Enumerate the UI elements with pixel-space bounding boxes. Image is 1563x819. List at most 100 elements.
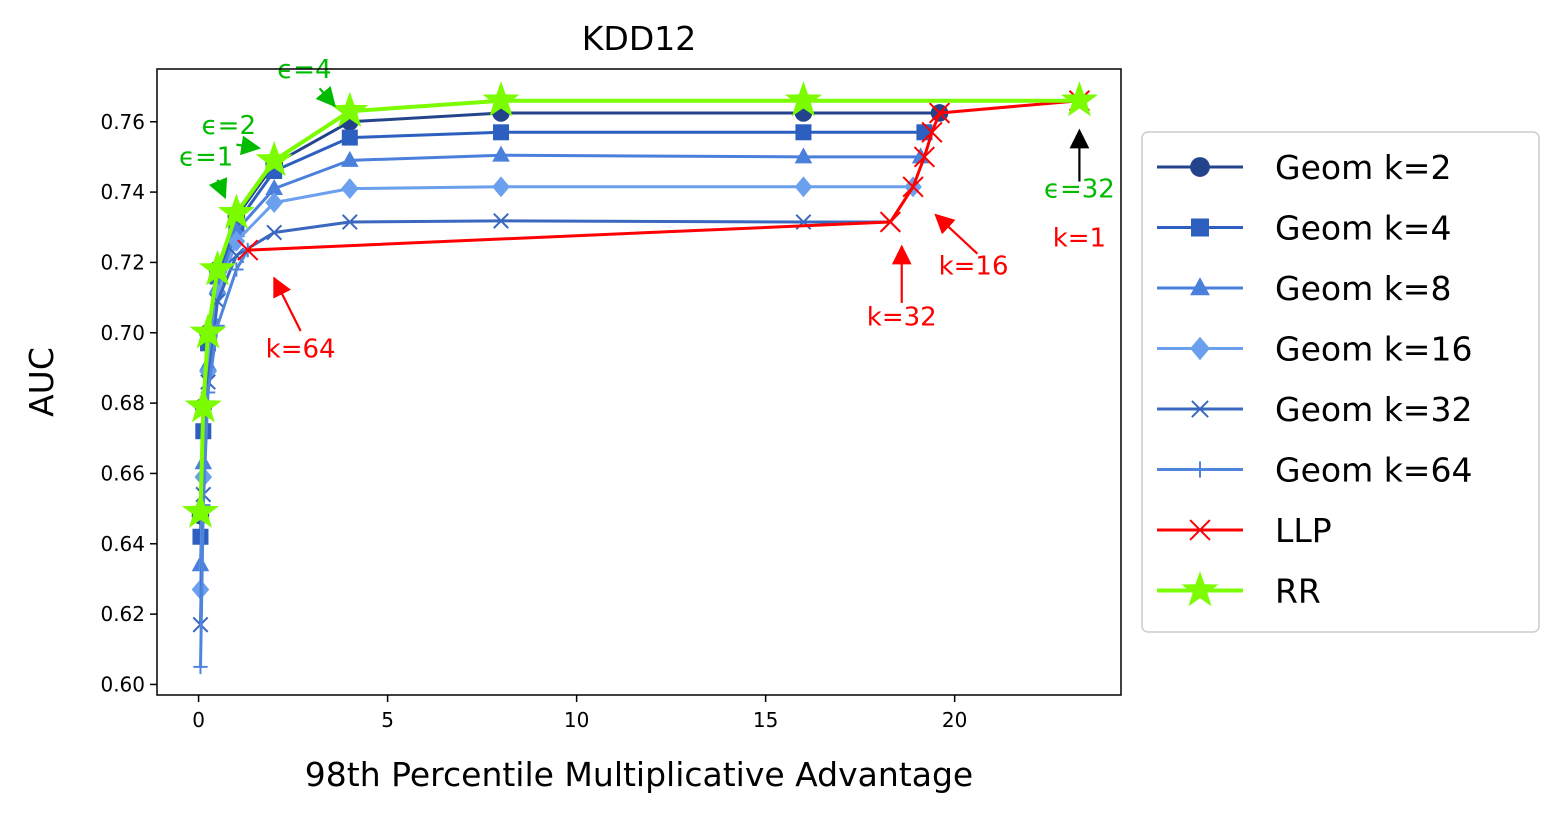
legend-marker <box>1191 461 1209 478</box>
legend-marker <box>1189 519 1211 541</box>
annotation: ϵ=2 <box>202 111 262 156</box>
annotation-arrow <box>273 276 302 332</box>
y-axis: 0.60 0.62 0.64 0.66 0.68 0.70 0.72 0.74 0.76 <box>100 110 157 696</box>
data-point <box>255 140 293 177</box>
legend-marker <box>1190 336 1210 361</box>
annotation-label: ϵ=32 <box>1044 174 1115 204</box>
data-point <box>229 262 244 277</box>
legend-marker <box>1191 400 1209 418</box>
y-tick-label: 0.68 <box>100 391 145 415</box>
legend-marker <box>1190 277 1210 296</box>
legend-label: Geom k=8 <box>1275 269 1451 308</box>
x-tick-label: 20 <box>942 708 967 732</box>
annotation: k=64 <box>266 276 336 364</box>
legend-box <box>1141 131 1540 633</box>
y-tick-label: 0.66 <box>100 461 145 485</box>
x-tick-label: 15 <box>753 708 778 732</box>
annotations: ϵ=1ϵ=2 ϵ=4 ϵ=32 k=1 k=16k=32 k=64 <box>179 55 1115 365</box>
data-point <box>184 387 222 423</box>
chart-title: KDD12 <box>582 19 696 58</box>
annotation-label: ϵ=4 <box>277 55 331 85</box>
data-point <box>181 492 220 528</box>
y-tick-label: 0.70 <box>100 321 145 345</box>
series-line <box>199 249 249 667</box>
legend-label: Geom k=2 <box>1275 148 1451 187</box>
legend-label: Geom k=16 <box>1275 330 1472 369</box>
series-geom-k-2 <box>191 104 949 525</box>
series-rr <box>181 81 1098 528</box>
legend-entry: Geom k=4 <box>1157 209 1451 248</box>
series-line <box>198 98 1080 513</box>
data-point <box>493 124 510 141</box>
series-line <box>199 219 891 625</box>
y-axis-label: AUC <box>22 347 61 417</box>
annotation-arrow <box>934 213 979 255</box>
legend-entry: Geom k=16 <box>1157 330 1472 369</box>
annotation-arrow <box>208 177 228 200</box>
data-point <box>331 91 369 127</box>
series-line <box>247 99 1080 252</box>
legend: Geom k=2 Geom k=4 Geom k=8 Geom k=16 Geom k=… <box>1141 131 1540 633</box>
data-point <box>341 129 358 146</box>
legend-label: LLP <box>1275 511 1332 550</box>
x-tick-label: 0 <box>192 708 205 732</box>
annotation-arrow <box>315 85 336 108</box>
data-point <box>217 193 255 229</box>
data-point <box>928 102 951 124</box>
data-point <box>482 81 520 117</box>
legend-label: Geom k=4 <box>1275 209 1451 248</box>
data-point <box>266 224 283 241</box>
data-point <box>879 211 902 233</box>
legend-marker <box>1191 218 1209 237</box>
x-axis: 0 5 10 15 20 <box>192 695 967 732</box>
annotation-label: ϵ=1 <box>179 143 233 173</box>
data-point <box>227 230 246 252</box>
plot-frame <box>156 68 1122 696</box>
y-tick-label: 0.72 <box>100 250 145 274</box>
data-point <box>227 221 246 238</box>
data-point <box>795 124 812 141</box>
y-tick-label: 0.76 <box>100 110 145 134</box>
y-tick-label: 0.62 <box>100 602 145 626</box>
plot-area <box>181 81 1098 675</box>
legend-entry: RR <box>1157 571 1321 611</box>
data-point <box>784 81 822 117</box>
x-axis-label: 98th Percentile Multiplicative Advantage <box>305 755 973 794</box>
legend-entry: Geom k=32 <box>1157 390 1472 429</box>
series-geom-k-32 <box>192 213 899 633</box>
annotation-arrow <box>236 135 262 156</box>
legend-label: RR <box>1275 572 1321 611</box>
x-tick-label: 5 <box>381 708 394 732</box>
data-point <box>492 145 510 162</box>
series-llp <box>237 90 1091 261</box>
series-geom-k-16 <box>191 176 922 600</box>
y-tick-label: 0.64 <box>100 532 145 556</box>
data-point <box>265 178 283 195</box>
data-point <box>189 313 227 349</box>
data-point <box>794 147 813 164</box>
data-point <box>198 249 237 286</box>
legend-entry: Geom k=2 <box>1157 148 1451 187</box>
annotation-label: k=16 <box>939 252 1009 282</box>
data-point <box>1060 81 1098 117</box>
data-point <box>492 176 510 198</box>
legend-entry: Geom k=8 <box>1157 269 1451 308</box>
data-point <box>902 176 924 198</box>
legend-marker <box>1181 571 1219 607</box>
annotation: k=1 <box>1053 224 1106 254</box>
data-point <box>237 239 259 261</box>
data-point <box>493 213 509 229</box>
data-point <box>193 659 208 675</box>
annotation-label: k=32 <box>867 303 937 333</box>
annotation: ϵ=4 <box>277 55 336 108</box>
data-point <box>341 214 358 230</box>
data-point <box>913 146 936 168</box>
annotation-label: k=64 <box>266 334 336 364</box>
x-tick-label: 10 <box>564 708 589 732</box>
data-point <box>341 150 359 167</box>
y-tick-label: 0.74 <box>100 180 145 204</box>
annotation-label: k=1 <box>1053 224 1106 254</box>
legend-marker <box>1190 157 1210 177</box>
data-point <box>794 176 813 198</box>
